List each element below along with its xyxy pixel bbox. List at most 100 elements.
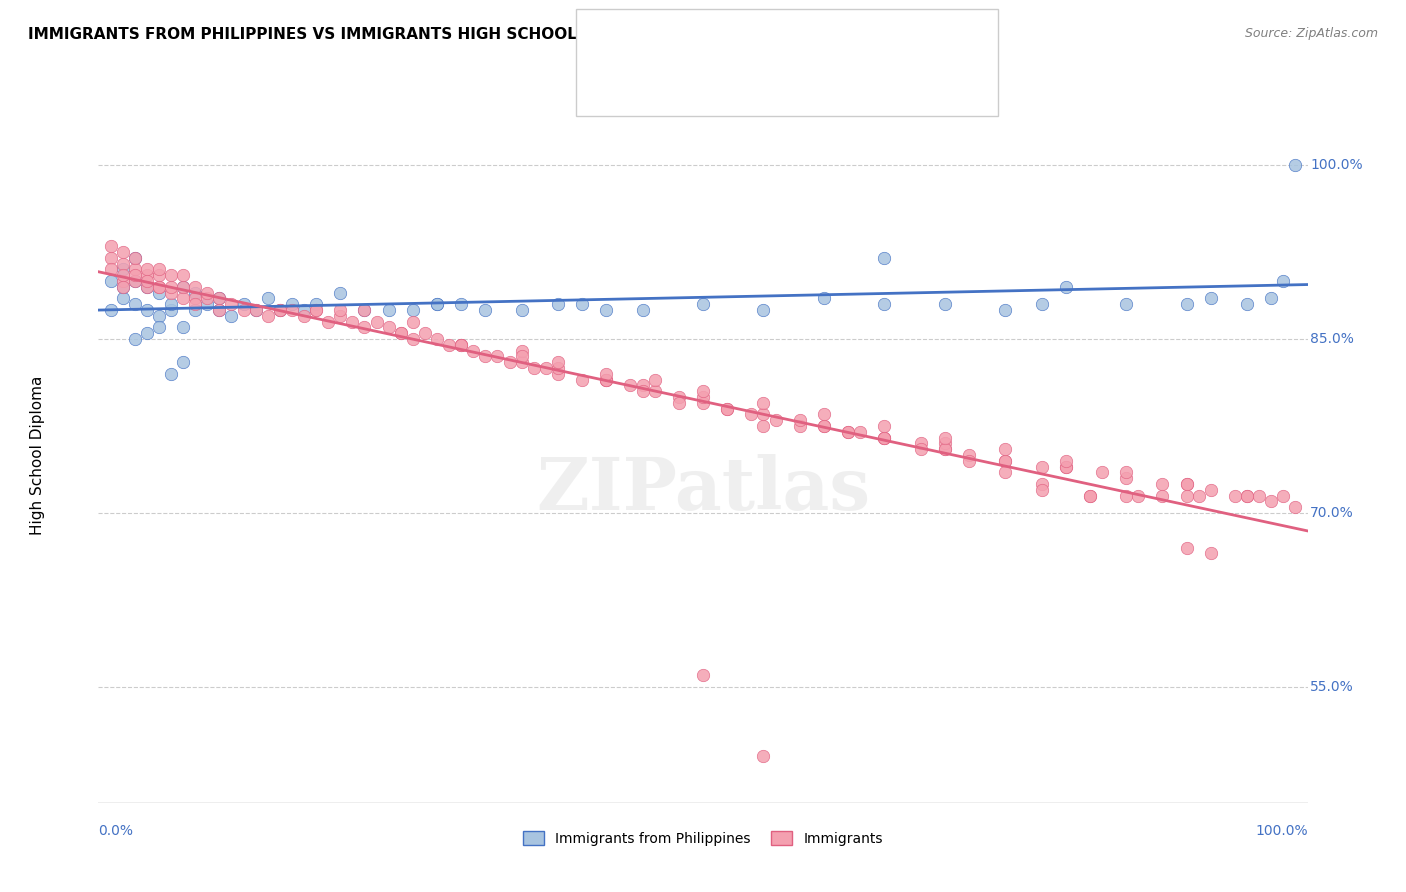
Point [668, 390, 690, 404]
Text: Source: ZipAtlas.com: Source: ZipAtlas.com [1244, 27, 1378, 40]
Point [1284, 500, 1306, 514]
Point [752, 749, 775, 764]
Point [148, 320, 170, 334]
Point [1223, 489, 1246, 503]
Point [292, 309, 315, 323]
Point [172, 280, 194, 294]
Point [740, 407, 762, 422]
Point [934, 431, 956, 445]
Point [377, 320, 399, 334]
Point [111, 291, 134, 305]
Point [873, 297, 896, 311]
Point [1054, 453, 1077, 467]
Point [813, 291, 835, 305]
Point [111, 274, 134, 288]
Point [1152, 476, 1174, 491]
Point [135, 280, 157, 294]
Point [1236, 489, 1258, 503]
Point [523, 361, 546, 376]
Point [1054, 459, 1077, 474]
Point [1031, 459, 1053, 474]
Point [644, 384, 666, 398]
Point [402, 303, 425, 318]
Point [813, 419, 835, 434]
Point [510, 350, 533, 364]
Point [172, 320, 194, 334]
Point [1236, 489, 1258, 503]
Point [910, 436, 932, 450]
Point [208, 303, 231, 318]
Point [934, 436, 956, 450]
Point [789, 413, 811, 427]
Point [1175, 476, 1198, 491]
Text: IMMIGRANTS FROM PHILIPPINES VS IMMIGRANTS HIGH SCHOOL DIPLOMA CORRELATION CHART: IMMIGRANTS FROM PHILIPPINES VS IMMIGRANT… [28, 27, 848, 42]
Text: 100.0%: 100.0% [1310, 158, 1362, 172]
Point [124, 251, 146, 265]
Point [692, 384, 714, 398]
Point [305, 297, 328, 311]
Point [305, 303, 328, 318]
Point [256, 291, 278, 305]
Point [437, 338, 460, 352]
Point [957, 453, 980, 467]
Text: 100.0%: 100.0% [1256, 823, 1308, 838]
Point [208, 291, 231, 305]
Point [135, 303, 157, 318]
Point [195, 297, 218, 311]
Point [716, 401, 738, 416]
Point [292, 303, 315, 318]
Point [281, 297, 304, 311]
Point [1175, 489, 1198, 503]
Point [692, 396, 714, 410]
Point [135, 262, 157, 277]
Point [111, 268, 134, 282]
Point [837, 425, 859, 439]
Point [716, 401, 738, 416]
Point [135, 326, 157, 341]
Point [595, 373, 617, 387]
Point [510, 303, 533, 318]
Point [1128, 489, 1150, 503]
Point [111, 244, 134, 259]
Point [450, 297, 472, 311]
Point [1115, 471, 1137, 485]
Point [1031, 483, 1053, 497]
Point [463, 343, 485, 358]
Point [849, 425, 872, 439]
Point [1054, 280, 1077, 294]
Point [1115, 466, 1137, 480]
Point [100, 251, 122, 265]
Point [160, 268, 183, 282]
Point [571, 297, 593, 311]
Point [994, 453, 1017, 467]
Point [353, 320, 375, 334]
Point [994, 303, 1017, 318]
Point [148, 285, 170, 300]
Point [450, 338, 472, 352]
Point [1260, 494, 1282, 508]
Point [100, 303, 122, 318]
Point [148, 280, 170, 294]
Point [1031, 476, 1053, 491]
Point [184, 291, 207, 305]
Point [111, 257, 134, 271]
Point [426, 297, 449, 311]
Point [135, 280, 157, 294]
Point [208, 291, 231, 305]
Point [595, 373, 617, 387]
Point [873, 431, 896, 445]
Point [402, 315, 425, 329]
Point [873, 431, 896, 445]
Point [148, 268, 170, 282]
Point [1236, 297, 1258, 311]
Point [316, 315, 339, 329]
Point [474, 303, 496, 318]
Point [752, 419, 775, 434]
Point [402, 332, 425, 346]
Point [1054, 459, 1077, 474]
Point [510, 343, 533, 358]
Point [873, 431, 896, 445]
Point [172, 291, 194, 305]
Point [100, 239, 122, 253]
Point [389, 326, 412, 341]
